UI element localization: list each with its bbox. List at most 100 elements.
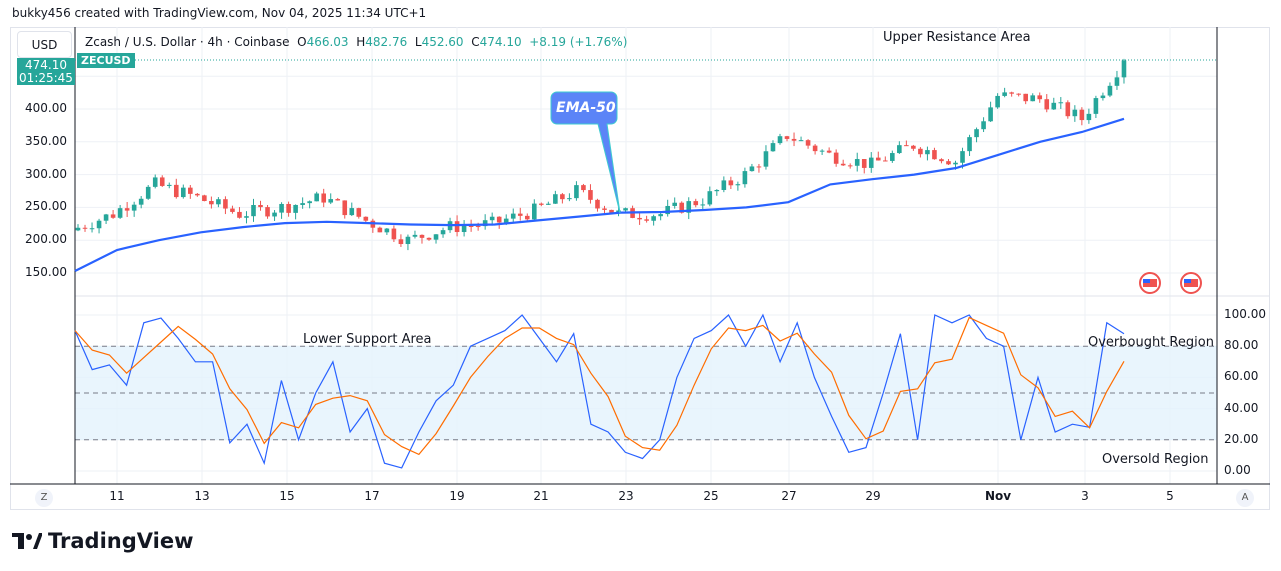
candle — [405, 234, 411, 251]
candle — [110, 210, 116, 219]
candle — [861, 158, 867, 174]
log-scale-button[interactable]: Z — [35, 489, 53, 507]
candle-body — [1121, 60, 1127, 78]
candle — [377, 226, 383, 233]
high-label: H — [356, 35, 366, 49]
candle — [897, 141, 902, 154]
candle-body — [1016, 93, 1021, 95]
candle-body — [279, 203, 284, 213]
chart-frame — [10, 27, 1270, 510]
candle-body — [412, 234, 418, 237]
currency-button[interactable]: USD — [17, 31, 72, 58]
time-axis-label: 23 — [618, 489, 634, 503]
candle — [216, 197, 221, 208]
candle-body — [960, 151, 965, 163]
candle — [904, 140, 909, 147]
candle — [946, 159, 951, 166]
candle-body — [482, 220, 488, 227]
candle-body — [981, 121, 986, 130]
candle — [595, 198, 600, 212]
candle — [398, 234, 404, 247]
candle — [812, 144, 818, 155]
candle — [279, 202, 284, 219]
candle — [1107, 82, 1113, 98]
candle — [258, 200, 263, 211]
candle — [651, 214, 656, 226]
candle-body — [911, 145, 916, 149]
upper-resistance-label: Upper Resistance Area — [883, 30, 1031, 45]
candle-body — [609, 209, 614, 213]
candle-body — [595, 199, 600, 209]
candle — [967, 134, 972, 156]
candle — [391, 225, 397, 243]
brand-name: TradingView — [48, 529, 194, 553]
candle — [293, 204, 298, 220]
candle-body — [925, 150, 930, 155]
legend-title: Zcash / U.S. Dollar · 4h · Coinbase — [85, 35, 290, 49]
candle-body — [496, 216, 502, 223]
candle — [1037, 92, 1043, 103]
candle — [1058, 97, 1064, 109]
candle-body — [152, 177, 158, 187]
candle — [461, 220, 467, 237]
candle-body — [391, 228, 397, 240]
candle — [805, 139, 811, 149]
candle — [588, 184, 593, 204]
ema-callout-label: EMA-50 — [556, 100, 616, 116]
candle-body — [124, 208, 130, 211]
candle-body — [953, 162, 958, 165]
candle — [244, 211, 249, 224]
candle-body — [883, 160, 888, 162]
stoch-axis-label: 100.00 — [1224, 307, 1266, 321]
candle-body — [988, 107, 993, 122]
candle — [75, 224, 81, 232]
candle-body — [517, 213, 523, 216]
candle — [1030, 93, 1036, 102]
candle-body — [1030, 95, 1036, 102]
candle — [412, 230, 418, 239]
auto-scale-button[interactable]: A — [1236, 489, 1254, 507]
candle-body — [377, 227, 383, 233]
candle — [1002, 87, 1007, 98]
us-flag-icon — [1180, 272, 1202, 294]
candle-body — [1002, 92, 1007, 96]
candle-body — [307, 201, 312, 204]
low-label: L — [414, 35, 422, 49]
candle — [328, 193, 334, 205]
candle — [602, 205, 607, 214]
candle — [1121, 58, 1127, 84]
candle-body — [159, 177, 165, 186]
candle — [300, 197, 305, 209]
time-axis-label: 25 — [703, 489, 719, 503]
candle-body — [398, 239, 404, 245]
candle — [833, 149, 839, 167]
candle — [440, 227, 446, 238]
candle-body — [265, 207, 270, 217]
candle — [370, 218, 376, 233]
candle-body — [117, 208, 123, 218]
candle — [237, 207, 242, 219]
bar-countdown: 01:25:45 — [19, 71, 73, 85]
candle — [735, 181, 741, 191]
candle-body — [237, 211, 242, 218]
candle — [96, 218, 102, 234]
time-axis-label: 11 — [109, 489, 125, 503]
candle-body — [244, 216, 249, 218]
lower-support-label: Lower Support Area — [303, 332, 432, 347]
candle — [995, 93, 1000, 109]
stoch-d-line — [74, 316, 1125, 456]
price-axis-label: 400.00 — [25, 101, 67, 115]
candle — [988, 101, 993, 122]
candle — [82, 224, 88, 232]
candle — [251, 198, 256, 222]
candle — [1086, 108, 1092, 124]
candle-body — [131, 204, 137, 211]
candle-body — [489, 216, 495, 221]
candle-body — [419, 234, 425, 238]
price-axis-label: 150.00 — [25, 265, 67, 279]
time-axis-label: 17 — [364, 489, 380, 503]
candle — [496, 216, 502, 229]
candle-body — [553, 194, 558, 204]
candle — [159, 175, 165, 187]
